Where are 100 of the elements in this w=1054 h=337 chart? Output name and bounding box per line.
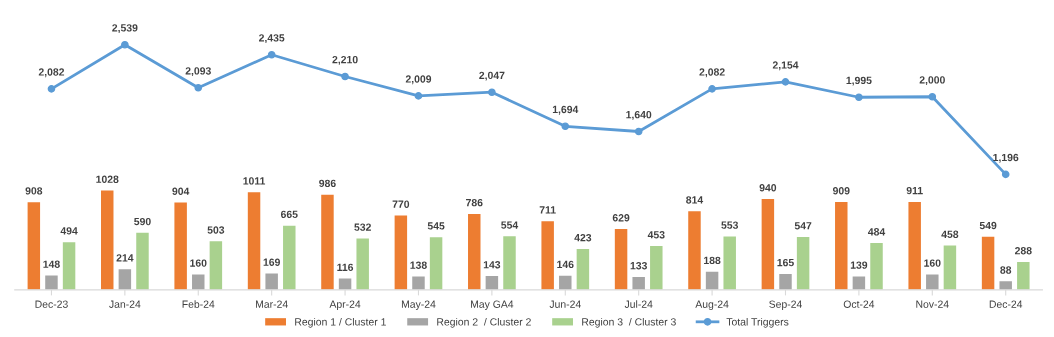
data-label: 629	[612, 214, 630, 222]
data-label: 423	[574, 234, 592, 242]
data-label: 904	[172, 187, 190, 195]
data-label: 1028	[96, 175, 119, 183]
bar	[576, 248, 590, 290]
bar	[118, 269, 132, 290]
legend-label: Region 2 / Cluster 2	[437, 317, 531, 328]
data-label: 711	[539, 206, 556, 214]
bar	[870, 243, 883, 290]
bar	[779, 273, 792, 290]
data-label: 169	[263, 258, 280, 266]
x-tick-label: Apr-24	[329, 300, 361, 310]
point	[781, 78, 790, 86]
data-label: 547	[794, 222, 812, 230]
data-label: 1,196	[993, 153, 1019, 163]
x-tick-label: Mar-24	[256, 300, 288, 308]
data-label: 146	[557, 260, 574, 269]
x-tick-label: May GA4	[471, 300, 514, 310]
data-label: 160	[924, 259, 941, 267]
x-tick-label: Nov-24	[916, 300, 949, 308]
data-label: 458	[941, 230, 959, 238]
bar	[614, 229, 628, 290]
data-label: 494	[60, 227, 78, 235]
x-tick-label: Jun-24	[549, 300, 581, 308]
bar	[27, 202, 41, 290]
bar	[209, 241, 223, 290]
bar	[101, 190, 114, 290]
data-label: 2,082	[38, 68, 65, 78]
data-label: 1011	[243, 177, 266, 185]
data-label: 188	[704, 256, 721, 265]
data-label: 590	[134, 217, 151, 226]
point	[928, 92, 937, 101]
x-tick-label: Jan-24	[109, 300, 141, 308]
data-label: 2,047	[479, 71, 505, 81]
bar	[247, 192, 261, 290]
data-label: 786	[466, 198, 483, 207]
bar	[1017, 262, 1030, 290]
data-label: 503	[207, 226, 225, 234]
data-label: 2,154	[772, 61, 799, 71]
bar	[705, 271, 719, 290]
bar	[174, 202, 187, 290]
bar	[136, 232, 149, 290]
data-label: 453	[647, 231, 665, 239]
bar	[723, 236, 736, 290]
data-label: 814	[686, 196, 704, 204]
bar	[429, 237, 443, 290]
data-label: 138	[410, 261, 427, 269]
data-label: 214	[116, 254, 134, 262]
data-label: 143	[483, 261, 501, 269]
point	[267, 50, 276, 59]
data-label: 88	[1000, 266, 1012, 274]
bar	[485, 276, 499, 290]
data-label: 2,009	[405, 75, 432, 85]
data-label: 484	[867, 228, 886, 236]
data-label: 665	[280, 210, 298, 219]
point	[855, 93, 863, 102]
bar	[468, 213, 481, 290]
point	[634, 127, 643, 136]
data-label: 133	[630, 261, 647, 270]
legend-label: Total Triggers	[726, 317, 789, 328]
data-label: 165	[777, 258, 794, 267]
point	[194, 83, 203, 92]
data-label: 148	[43, 260, 60, 268]
data-label: 2,539	[112, 24, 138, 34]
data-label: 908	[25, 187, 43, 195]
x-tick-label: Aug-24	[695, 300, 729, 310]
data-label: 2,435	[259, 34, 285, 44]
point	[561, 122, 570, 131]
data-label: 554	[501, 221, 519, 229]
bar	[761, 199, 775, 290]
bar	[283, 225, 296, 290]
bar	[321, 194, 334, 290]
data-label: 2,210	[332, 55, 358, 65]
data-label: 1,640	[626, 110, 652, 120]
bar	[559, 275, 572, 290]
bar	[632, 276, 645, 290]
point	[47, 85, 56, 93]
point	[1001, 170, 1010, 179]
data-label: 160	[190, 259, 207, 267]
data-label: 770	[392, 200, 410, 208]
bar	[192, 274, 205, 290]
x-tick-label: Jul-24	[624, 300, 653, 308]
x-tick-label: Dec-24	[989, 300, 1023, 308]
x-tick-label: Oct-24	[843, 300, 875, 308]
data-label: 2,082	[699, 68, 725, 78]
data-label: 986	[319, 179, 336, 188]
data-label: 940	[759, 184, 777, 192]
bar	[835, 202, 848, 290]
bar	[908, 201, 921, 290]
point	[708, 85, 716, 93]
x-tick-label: Dec-23	[35, 300, 68, 308]
point	[121, 40, 129, 49]
data-label: 911	[906, 186, 923, 195]
data-label: 2,000	[919, 76, 945, 86]
bar	[541, 221, 554, 290]
data-label: 1,694	[552, 105, 579, 115]
bar	[503, 236, 516, 290]
legend-label: Region 3 / Cluster 3	[582, 317, 676, 328]
bar	[412, 276, 425, 290]
data-label: 1,995	[846, 76, 872, 86]
